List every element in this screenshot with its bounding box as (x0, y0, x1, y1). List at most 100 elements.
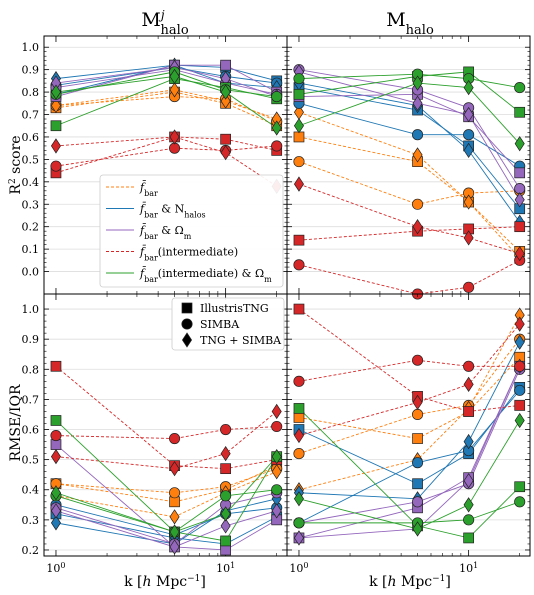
series-line-orange-square (298, 356, 521, 440)
point-green-diamond (50, 485, 61, 501)
legend-marker-circle (181, 318, 193, 330)
point-green-diamond (514, 136, 525, 152)
series-line-red-circle (298, 259, 520, 295)
point-green-square (463, 532, 474, 544)
point-purple-diamond (463, 106, 474, 123)
legend-lines: f̄bar f̄bar & Nhalos f̄bar & Ωm f̄bar(inter… (99, 174, 284, 288)
point-red-diamond (293, 176, 304, 192)
y-tick-label: 0.2 (22, 544, 40, 557)
point-green-square (293, 403, 305, 414)
series-line-green-circle (55, 71, 277, 98)
point-green-diamond (271, 120, 282, 136)
series-line-red-diamond (298, 323, 521, 436)
point-green-diamond (169, 68, 180, 85)
point-green-circle (220, 490, 232, 502)
series-line-purple-diamond (298, 366, 521, 539)
series-line-orange-diamond (298, 111, 521, 259)
point-purple-diamond (50, 503, 61, 519)
point-red-circle (293, 375, 305, 387)
point-green-diamond (50, 84, 61, 100)
y-tick-label: 0.3 (22, 198, 40, 211)
y-tick-label: 0.2 (22, 221, 40, 234)
point-red-square (463, 406, 474, 417)
series-line-orange-square (55, 465, 277, 503)
point-green-diamond (293, 491, 304, 507)
legend-label: SIMBA (200, 318, 240, 331)
point-green-diamond (412, 521, 423, 537)
point-red-square (220, 463, 231, 475)
series-line-red-diamond (298, 183, 520, 255)
point-red-circle (50, 429, 62, 442)
point-orange-diamond (463, 194, 474, 210)
series-line-green-diamond (298, 420, 521, 530)
point-blue-diamond (463, 433, 474, 450)
series-line-purple-square (298, 366, 521, 539)
point-green-circle (293, 73, 305, 85)
y-tick-label: 0.9 (22, 64, 40, 77)
series-line-purple-diamond (298, 71, 521, 201)
series-line-green-diamond (55, 75, 277, 129)
point-red-circle (514, 360, 526, 372)
series-line-purple-square (55, 444, 277, 551)
series-line-green-square (55, 420, 278, 542)
x-tick-label: 101 (216, 561, 235, 576)
legend-label: f̄bar & Nhalos (139, 202, 206, 219)
legend-label: f̄bar & Ωm (139, 224, 192, 241)
point-red-circle (463, 360, 475, 372)
point-green-circle (271, 91, 283, 103)
point-purple-circle (412, 496, 424, 508)
series-line-blue-circle (55, 66, 277, 86)
series-line-blue-diamond (298, 82, 521, 223)
series-line-blue-square (298, 87, 521, 210)
y-tick-label: 0.9 (22, 333, 40, 346)
series-line-purple-diamond (55, 66, 277, 97)
legend-markers: IllustrisTNG SIMBA TNG + SIMBA (171, 297, 285, 351)
series-line-blue-diamond (55, 64, 277, 89)
point-blue-circle (412, 457, 424, 469)
series-line-orange-circle (55, 468, 277, 494)
panel-r2-mhalo (286, 35, 531, 300)
point-green-diamond (514, 412, 525, 429)
series-line-green-diamond (55, 456, 278, 533)
point-purple-diamond (514, 192, 525, 208)
point-blue-diamond (514, 334, 525, 350)
point-blue-square (412, 478, 423, 490)
point-green-diamond (271, 448, 282, 465)
point-red-diamond (169, 461, 180, 477)
point-red-square (514, 221, 526, 233)
point-orange-square (412, 433, 423, 444)
y-tick-label: 0.1 (22, 243, 40, 256)
point-green-square (50, 415, 62, 426)
point-red-diamond (271, 403, 282, 420)
series-line-green-circle (55, 489, 277, 533)
point-red-diamond (514, 316, 525, 332)
point-red-diamond (169, 129, 180, 145)
title-mhalo: Mhalo (386, 9, 434, 38)
series-line-green-diamond (298, 82, 521, 144)
series-line-orange-diamond (55, 471, 277, 518)
point-red-diamond (50, 448, 61, 465)
point-orange-circle (169, 487, 181, 499)
point-green-square (514, 481, 526, 493)
title-mhaloj: Mj halo (141, 8, 188, 38)
point-orange-circle (412, 408, 424, 421)
series-line-purple-square (298, 93, 521, 174)
point-purple-diamond (169, 539, 180, 555)
series-line-green-square (298, 71, 520, 113)
series-line-red-square (55, 136, 277, 174)
point-red-circle (463, 281, 475, 293)
x-tick-label: 101 (459, 561, 478, 576)
point-red-diamond (463, 376, 474, 392)
series-line-red-square (298, 308, 520, 412)
series-line-red-circle (55, 145, 277, 167)
series-line-orange-circle (55, 96, 277, 122)
point-red-circle (169, 433, 181, 445)
point-red-square (514, 400, 526, 411)
point-red-diamond (514, 245, 525, 262)
y-tick-label: 0.3 (22, 514, 40, 527)
point-red-diamond (220, 445, 231, 462)
point-green-square (514, 106, 526, 118)
point-red-circle (271, 140, 283, 152)
series-line-green-circle (298, 501, 520, 524)
